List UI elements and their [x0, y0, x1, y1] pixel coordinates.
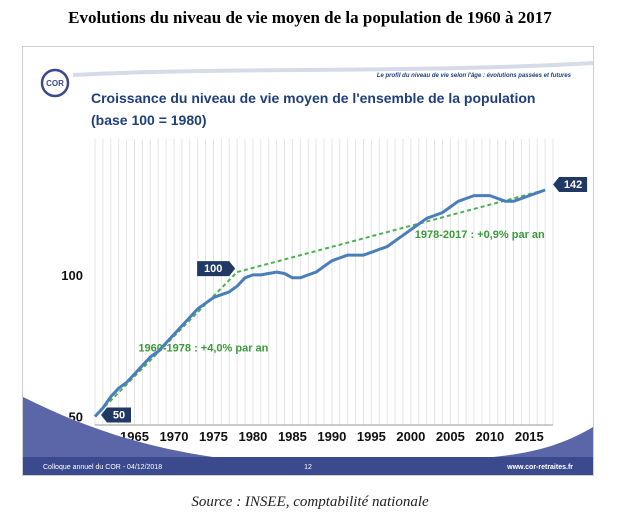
chart-grid — [94, 139, 554, 425]
axis-layer: 1960196519701975198019851990199520002005… — [61, 268, 553, 444]
annotation-label: 142 — [564, 179, 582, 191]
x-tick-label: 1990 — [317, 429, 346, 444]
x-tick-label: 2015 — [515, 429, 544, 444]
x-tick-label: 1980 — [238, 429, 267, 444]
annotations-layer: 50 100 142 — [101, 176, 588, 423]
x-tick-label: 1995 — [357, 429, 386, 444]
annotation-box — [553, 176, 588, 192]
annotation-box — [197, 261, 236, 277]
footer-swoosh-left — [23, 397, 213, 457]
trend-label: 1978-2017 : +0,9% par an — [415, 229, 545, 241]
line-chart: COR Le profil du niveau de vie selon l'â… — [23, 61, 593, 475]
x-tick-label: 2000 — [396, 429, 425, 444]
series-line — [93, 188, 546, 418]
cor-logo: COR — [40, 68, 70, 98]
logo-text: COR — [46, 79, 64, 88]
x-tick-label: 2005 — [436, 429, 465, 444]
footer-swoosh-right — [493, 427, 593, 457]
annotation-box — [101, 407, 131, 423]
slide: COR Le profil du niveau de vie selon l'â… — [22, 46, 594, 476]
chart-subtitle: (base 100 = 1980) — [91, 112, 207, 128]
trend-lines: 1960-1978 : +4,0% par an 1978-2017 : +0,9… — [94, 189, 546, 418]
page-title: Evolutions du niveau de vie moyen de la … — [68, 8, 552, 27]
trend-label: 1960-1978 : +4,0% par an — [138, 342, 268, 354]
footer-right-text: www.cor-retraites.fr — [506, 464, 573, 471]
series-layer — [93, 188, 546, 418]
annotation-label: 100 — [204, 263, 222, 275]
footer-left-text: Colloque annuel du COR - 04/12/2018 — [43, 464, 162, 471]
source-caption: Source : INSEE, comptabilité nationale — [191, 494, 429, 510]
x-tick-label: 1975 — [199, 429, 228, 444]
annotation-label: 50 — [113, 410, 125, 422]
slide-header-text: Le profil du niveau de vie selon l'âge :… — [377, 73, 572, 79]
footer-page-number: 12 — [304, 464, 312, 471]
chart-title: Croissance du niveau de vie moyen de l'e… — [91, 90, 535, 106]
x-tick-label: 1970 — [160, 429, 189, 444]
header-swoosh — [73, 61, 593, 77]
footer-band — [23, 457, 593, 475]
x-tick-label: 2010 — [475, 429, 504, 444]
x-tick-label: 1985 — [278, 429, 307, 444]
y-tick-label: 100 — [61, 268, 83, 283]
